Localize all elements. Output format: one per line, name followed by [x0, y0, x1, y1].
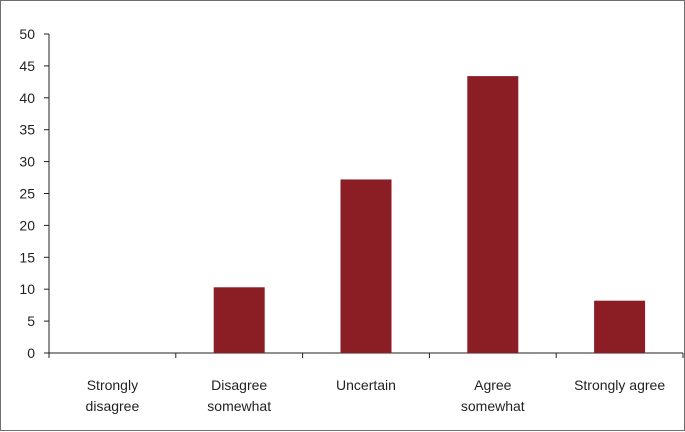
y-axis: 0 5 10 15 20 25 30 35 40 45 50: [19, 26, 50, 361]
y-tick-label: 50: [19, 26, 35, 42]
x-category-label: Disagree somewhat: [207, 377, 271, 414]
bars: [213, 76, 646, 353]
x-category-label: Strongly agree: [574, 377, 665, 393]
y-tick-label: 25: [19, 186, 35, 202]
y-tick-label: 30: [19, 154, 35, 170]
bar: [213, 287, 265, 353]
y-tick-label: 5: [27, 313, 35, 329]
x-axis-labels: Strongly disagree Disagree somewhat Uncertai…: [86, 377, 666, 414]
bar: [467, 76, 519, 353]
y-tick-label: 10: [19, 281, 35, 297]
y-tick-label: 0: [27, 345, 35, 361]
y-tick-label: 40: [19, 90, 35, 106]
y-tick-label: 45: [19, 58, 35, 74]
x-category-label: Agree somewhat: [461, 377, 525, 414]
y-tick-label: 20: [19, 217, 35, 233]
x-category-label: Strongly disagree: [86, 377, 140, 414]
x-axis: [48, 352, 684, 358]
y-tick-label: 15: [19, 249, 35, 265]
bar: [594, 300, 646, 353]
x-category-label: Uncertain: [336, 377, 396, 393]
bar: [340, 179, 392, 353]
y-tick-label: 35: [19, 122, 35, 138]
